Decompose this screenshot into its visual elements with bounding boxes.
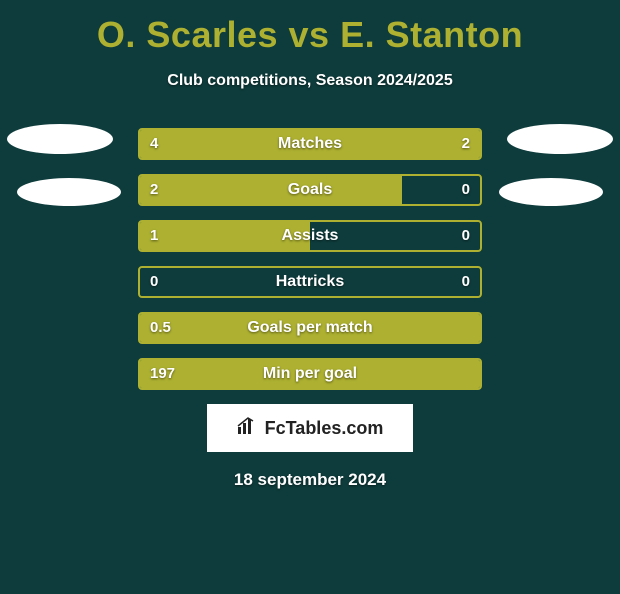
player-left-shadow-icon [17,178,121,206]
logo-text: FcTables.com [265,418,384,439]
stat-row: Matches4 2 [138,128,482,160]
date-label: 18 september 2024 [0,470,620,490]
stat-bars: Matches42Goals20Assists10Hattricks00Goal… [138,128,482,390]
stat-row: Hattricks0 0 [138,266,482,298]
stat-value-left: 2 [150,176,158,204]
stat-value-right: 0 [462,176,470,204]
stat-label: Hattricks [140,268,480,296]
stat-row: Assists1 0 [138,220,482,252]
stat-label: Goals per match [140,314,480,342]
player-left-icon [7,124,113,154]
stat-value-left: 4 [150,130,158,158]
stat-label: Goals [140,176,480,204]
stat-value-right: 0 [462,268,470,296]
stat-value-left: 0.5 [150,314,171,342]
stat-label: Min per goal [140,360,480,388]
player-right-shadow-icon [499,178,603,206]
player-right-icon [507,124,613,154]
stat-value-right: 2 [462,130,470,158]
stat-value-right: 0 [462,222,470,250]
site-logo[interactable]: FcTables.com [207,404,413,452]
stat-label: Assists [140,222,480,250]
stat-value-left: 1 [150,222,158,250]
stat-value-left: 197 [150,360,175,388]
stat-row: Goals per match0.5 [138,312,482,344]
chart-icon [237,417,259,440]
subtitle: Club competitions, Season 2024/2025 [0,72,620,90]
stat-value-left: 0 [150,268,158,296]
page-title: O. Scarles vs E. Stanton [0,14,620,56]
stat-label: Matches [140,130,480,158]
stat-row: Goals2 0 [138,174,482,206]
comparison-chart: Matches42Goals20Assists10Hattricks00Goal… [0,128,620,390]
stat-row: Min per goal197 [138,358,482,390]
